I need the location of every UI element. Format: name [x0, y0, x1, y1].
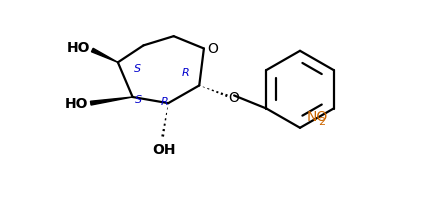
Text: O: O	[228, 91, 239, 104]
Text: O: O	[207, 41, 218, 55]
Text: NO: NO	[306, 110, 328, 124]
Text: R: R	[181, 67, 189, 77]
Text: S: S	[134, 64, 141, 74]
Text: S: S	[135, 95, 142, 105]
Polygon shape	[90, 97, 133, 105]
Text: 2: 2	[319, 117, 326, 127]
Text: HO: HO	[67, 41, 90, 55]
Text: OH: OH	[152, 142, 176, 156]
Text: R: R	[160, 96, 168, 106]
Text: HO: HO	[65, 97, 89, 111]
Polygon shape	[92, 49, 118, 63]
